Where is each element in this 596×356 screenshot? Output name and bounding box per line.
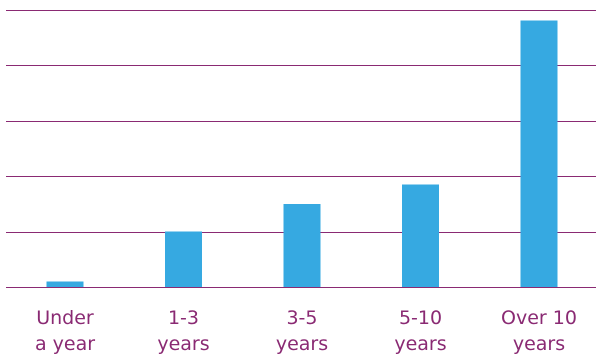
bars — [46, 20, 558, 288]
bar — [46, 281, 84, 287]
category-label-line-2: years — [394, 333, 446, 355]
category-label-line-2: years — [157, 333, 209, 355]
category-label-line-1: 5-10 — [399, 307, 442, 329]
category-label-line-1: 3-5 — [286, 307, 317, 329]
category-label-line-1: 1-3 — [168, 307, 199, 329]
bar — [283, 203, 321, 288]
category-label-line-1: Under — [36, 307, 94, 329]
bar — [165, 231, 202, 287]
grid-lines — [6, 10, 596, 288]
category-label: Over 10 years — [501, 307, 577, 355]
category-label: 1-3 years — [157, 307, 209, 355]
bar — [402, 184, 439, 287]
category-label-line-2: a year — [35, 333, 95, 355]
category-label-line-2: years — [276, 333, 328, 355]
category-label-line-1: Over 10 — [501, 307, 577, 329]
category-label: Under a year — [35, 307, 95, 355]
category-label: 5-10 years — [394, 307, 446, 355]
bar — [520, 20, 558, 287]
category-label: 3-5 years — [276, 307, 328, 355]
category-label-line-2: years — [513, 333, 565, 355]
